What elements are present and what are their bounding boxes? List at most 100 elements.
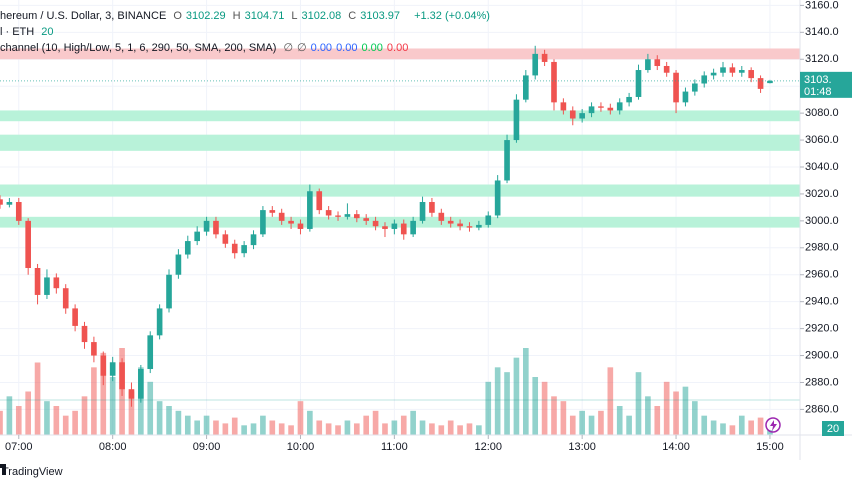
x-tick-label: 12:00 [474, 441, 502, 453]
volume-bar [382, 423, 388, 435]
indicator-value: 0.00 [386, 42, 409, 54]
ohlc-key: H [232, 10, 241, 22]
x-tick-label: 07:00 [5, 441, 33, 453]
volume-bar [297, 401, 304, 435]
countdown: 01:48 [804, 86, 832, 98]
volume-bar [738, 415, 745, 435]
volume-bar [353, 423, 360, 435]
candle-body [335, 215, 341, 217]
volume-bar [654, 406, 661, 435]
volume-bar [15, 406, 22, 435]
volume-bar [635, 372, 642, 435]
volume-bar [344, 420, 351, 435]
candle-body [0, 199, 3, 205]
volume-bar [184, 415, 191, 435]
candle-body [269, 210, 276, 213]
brand[interactable]: TradingView [0, 464, 63, 478]
volume-bar [203, 415, 210, 435]
volume-bar [288, 425, 294, 435]
candle-body [166, 274, 172, 309]
candle-body [44, 277, 50, 295]
volume-bar [532, 377, 539, 435]
volume-bar [194, 420, 200, 435]
legend-volume-row: l · ETH 20 [0, 24, 494, 40]
y-tick-label: 2860.0 [805, 403, 839, 415]
ohlc-item: C 3103.97 [348, 10, 404, 22]
candle-body [260, 210, 266, 235]
candle-body [645, 59, 651, 71]
candle-body [410, 220, 416, 235]
candle-body [184, 241, 191, 255]
candle-body [119, 362, 125, 390]
symbol[interactable]: hereum / U.S. Dollar, 3, BINANCE [0, 10, 167, 22]
candle-body [25, 220, 31, 269]
legend-symbol-row: hereum / U.S. Dollar, 3, BINANCE O 3102.2… [0, 8, 494, 24]
indicator-name[interactable]: channel (10, High/Low, 5, 1, 6, 290, 50,… [0, 42, 277, 54]
volume-bar [91, 367, 97, 435]
y-tick-label: 2880.0 [805, 376, 839, 388]
candle-body [391, 223, 398, 229]
volume-bar [53, 406, 60, 435]
volume-bar [682, 386, 689, 435]
candle-body [729, 67, 736, 73]
candle-body [307, 191, 313, 229]
candle-body [353, 214, 360, 219]
volume-bar [231, 417, 238, 435]
volume-bar [62, 415, 69, 435]
volume-bar [485, 381, 492, 435]
y-tick-label: 3120.0 [805, 53, 839, 65]
ohlc-value: 3102.08 [301, 10, 342, 22]
zone [0, 184, 800, 197]
x-tick-label: 11:00 [381, 441, 408, 453]
volume-bar [607, 367, 614, 435]
y-tick-label: 3080.0 [805, 107, 839, 119]
candle-body [156, 308, 163, 336]
ohlc-value: 3103.97 [360, 10, 400, 22]
volume-bar [250, 423, 257, 435]
candle-body [485, 215, 492, 225]
candle-body [372, 220, 379, 227]
y-tick-label: 2900.0 [805, 349, 839, 361]
volume-name[interactable]: l · ETH [0, 26, 35, 38]
candle-body [692, 83, 698, 92]
candle-body [325, 210, 332, 216]
alert-circle [765, 417, 781, 433]
volume-bar [767, 430, 773, 435]
candle-body [447, 220, 454, 224]
volume-bar [260, 415, 266, 435]
y-tick-label: 2940.0 [805, 296, 839, 308]
y-tick-label: 3000.0 [805, 215, 839, 227]
volume-bar [579, 410, 585, 435]
volume-bar [72, 410, 78, 435]
change: +1.32 (+0.04%) [414, 10, 490, 22]
brand-logo [0, 464, 6, 475]
ohlc-item: H 3104.71 [233, 10, 289, 22]
candle-body [213, 220, 219, 235]
y-tick-label: 3040.0 [805, 161, 839, 173]
candle-body [748, 70, 754, 79]
price-label: 3103. [804, 74, 832, 86]
volume-bar [372, 410, 379, 435]
ohlc-item: L 3102.08 [291, 10, 345, 22]
price-label-box [800, 71, 852, 98]
candle-body [654, 59, 661, 66]
candle-body [673, 72, 679, 103]
candle-body [316, 191, 323, 211]
volume-bar [663, 381, 670, 435]
candle-body [53, 277, 60, 289]
alert-icon[interactable] [765, 417, 781, 433]
candle-body [100, 355, 107, 376]
y-tick-label: 3060.0 [805, 134, 839, 146]
candle-body [532, 53, 539, 76]
candle-body [551, 61, 557, 103]
candle-body [175, 254, 182, 275]
candle-body [363, 218, 370, 221]
volume-bar [363, 415, 370, 435]
candle-body [701, 75, 708, 84]
volume-bar [616, 406, 623, 435]
volume-bar [391, 420, 398, 435]
candle-body [419, 202, 426, 221]
candle-body [616, 102, 623, 111]
